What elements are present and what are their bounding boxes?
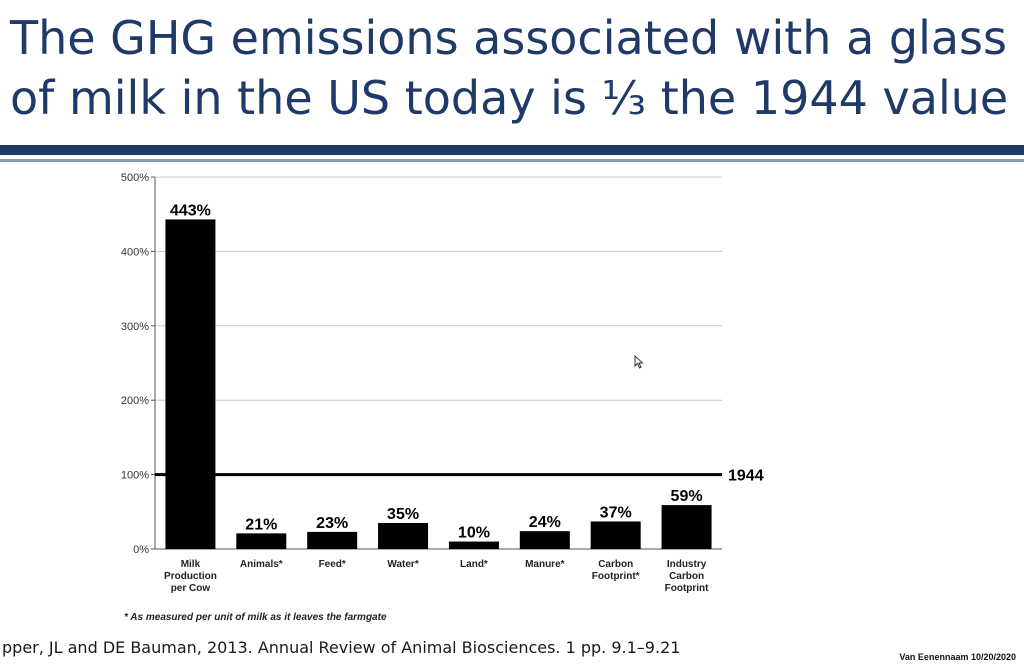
- x-tick-label: Footprint: [665, 583, 710, 594]
- y-tick-label: 100%: [121, 470, 149, 482]
- data-label: 35%: [387, 506, 419, 523]
- data-label: 23%: [316, 515, 348, 532]
- y-tick-label: 400%: [121, 246, 149, 258]
- x-tick-label: Industry: [667, 559, 707, 570]
- data-label: 24%: [529, 514, 561, 531]
- x-tick-label: Feed*: [319, 559, 346, 570]
- bar-chart: 0% 100% 200% 300% 400% 500% 443% MilkProduction…: [121, 172, 764, 594]
- bar: [307, 531, 358, 549]
- data-label: 21%: [245, 516, 277, 533]
- y-tick-label: 300%: [121, 321, 149, 333]
- bar: [236, 533, 287, 549]
- x-tick-label: Milk: [181, 559, 201, 570]
- x-tick-label: Carbon: [669, 571, 704, 582]
- bar: [448, 541, 499, 549]
- x-tick-label: Footprint*: [592, 571, 640, 582]
- y-tick-label: 0%: [133, 544, 149, 556]
- data-label: 37%: [600, 504, 632, 521]
- data-label: 10%: [458, 525, 490, 542]
- citation: pper, JL and DE Bauman, 2013. Annual Rev…: [2, 638, 681, 657]
- y-tick-label: 500%: [121, 172, 149, 184]
- data-label: 59%: [671, 488, 703, 505]
- x-tick-label: Water*: [387, 559, 418, 570]
- x-tick-label: Production: [164, 571, 217, 582]
- x-tick-label: Land*: [460, 559, 488, 570]
- bar: [590, 521, 641, 549]
- x-tick-label: Manure*: [525, 559, 565, 570]
- bar: [661, 505, 712, 549]
- data-label: 443%: [170, 202, 211, 219]
- bar: [519, 531, 570, 549]
- bar: [378, 522, 429, 549]
- title-divider: [0, 145, 1024, 155]
- reference-line-label: 1944: [728, 468, 764, 485]
- bar: [165, 219, 216, 549]
- x-tick-label: Carbon: [598, 559, 633, 570]
- x-tick-label: per Cow: [171, 583, 211, 594]
- title-divider-gap: [0, 155, 1024, 159]
- title-divider-thin: [0, 159, 1024, 162]
- chart-footnote: * As measured per unit of milk as it lea…: [124, 612, 387, 623]
- mouse-pointer-icon: [634, 355, 644, 369]
- author-date: Van Eenennaam 10/20/2020: [899, 652, 1016, 662]
- slide-title: The GHG emissions associated with a glas…: [10, 11, 1009, 125]
- x-tick-label: Animals*: [240, 559, 283, 570]
- y-tick-label: 200%: [121, 395, 149, 407]
